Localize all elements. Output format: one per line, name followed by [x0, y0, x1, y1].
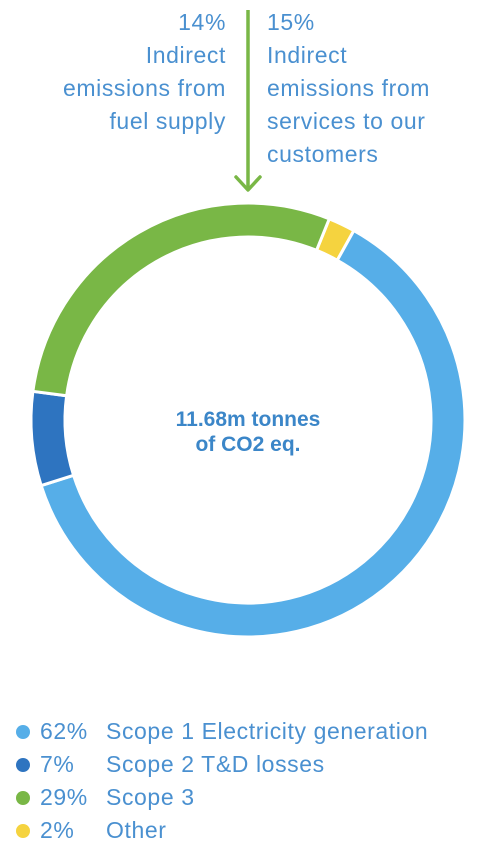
annotation-fuel-supply-line3: fuel supply [109, 108, 226, 134]
donut-slice-scope2 [29, 389, 76, 488]
donut-slice-scope3 [31, 201, 332, 398]
legend-pct: 62% [40, 718, 88, 744]
donut-slice-scope1 [39, 228, 467, 639]
legend-item-scope1: 62% Scope 1 Electricity generation [16, 715, 428, 748]
donut-center-total: 11.68m tonnes of CO2 eq. [130, 407, 366, 457]
annotation-fuel-supply-pct: 14% [178, 9, 226, 35]
annotation-services: 15% Indirect emissions from services to … [267, 6, 430, 171]
arrow-down-icon [234, 175, 262, 192]
legend-label: Scope 3 [106, 784, 195, 810]
legend-pct: 29% [40, 784, 88, 810]
legend-dot-icon [16, 790, 30, 805]
legend-pct: 2% [40, 817, 75, 843]
legend-item-scope3: 29% Scope 3 [16, 781, 428, 814]
donut-slices [29, 201, 467, 639]
legend-label: Other [106, 817, 167, 843]
annotation-fuel-supply-line2: emissions from [62, 75, 226, 101]
annotation-services-line1: Indirect [267, 42, 348, 68]
legend: 62% Scope 1 Electricity generation 7% Sc… [16, 715, 428, 847]
legend-pct: 7% [40, 751, 75, 777]
annotation-services-line3: services to our [267, 108, 426, 134]
legend-item-scope2: 7% Scope 2 T&D losses [16, 748, 428, 781]
legend-label: Scope 1 Electricity generation [106, 718, 429, 744]
legend-dot-icon [16, 724, 30, 739]
annotation-services-line2: emissions from [267, 75, 431, 101]
legend-dot-icon [16, 823, 30, 838]
annotation-fuel-supply: 14% Indirect emissions from fuel supply [63, 6, 226, 138]
annotation-fuel-supply-line1: Indirect [145, 42, 226, 68]
annotation-services-line4: customers [267, 141, 379, 167]
legend-dot-icon [16, 757, 30, 772]
donut-center-line2: of CO2 eq. [195, 433, 301, 456]
donut-center-line1: 11.68m tonnes [175, 408, 321, 431]
legend-item-other: 2% Other [16, 814, 428, 847]
annotation-services-pct: 15% [267, 9, 315, 35]
legend-label: Scope 2 T&D losses [106, 751, 325, 777]
